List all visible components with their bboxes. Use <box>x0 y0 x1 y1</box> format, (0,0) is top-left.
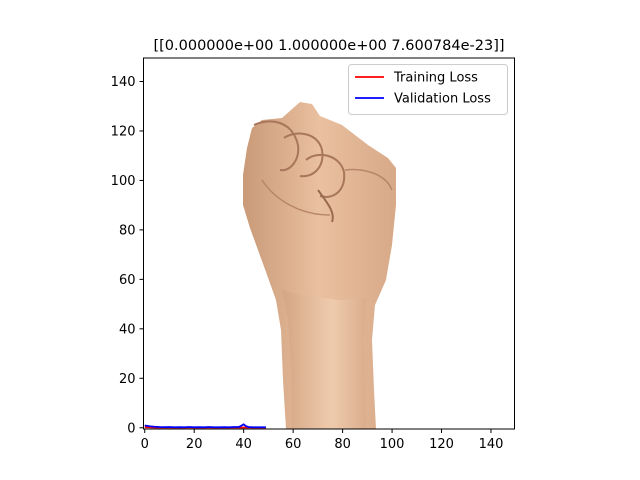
legend: Training Loss Validation Loss <box>348 64 508 115</box>
validation-loss-line <box>144 423 266 429</box>
plot-frame <box>143 57 515 430</box>
fist-image <box>243 102 396 429</box>
y-tick-label: 120 <box>111 124 136 139</box>
legend-box <box>348 64 508 115</box>
y-tick-label: 80 <box>119 223 136 238</box>
x-tick-label: 140 <box>479 437 504 452</box>
x-axis: 0 20 40 60 80 100 120 140 <box>141 429 504 452</box>
x-tick-label: 100 <box>380 437 405 452</box>
x-tick-label: 120 <box>429 437 454 452</box>
y-tick-label: 20 <box>119 372 136 387</box>
y-tick-label: 60 <box>119 273 136 288</box>
y-tick-label: 40 <box>119 322 136 337</box>
legend-label-validation: Validation Loss <box>394 92 491 107</box>
y-tick-label: 0 <box>127 421 135 436</box>
x-tick-label: 60 <box>285 437 302 452</box>
y-axis: 0 20 40 60 80 100 120 140 <box>111 75 144 436</box>
y-tick-label: 100 <box>111 174 136 189</box>
x-tick-label: 20 <box>186 437 203 452</box>
x-tick-label: 0 <box>141 437 149 452</box>
x-tick-label: 80 <box>334 437 351 452</box>
plot-area <box>143 57 515 430</box>
legend-label-training: Training Loss <box>393 71 478 86</box>
x-tick-label: 40 <box>235 437 252 452</box>
series-layer <box>144 423 266 429</box>
y-tick-label: 140 <box>111 75 136 90</box>
chart-title: [[0.000000e+00 1.000000e+00 7.600784e-23… <box>153 38 504 54</box>
